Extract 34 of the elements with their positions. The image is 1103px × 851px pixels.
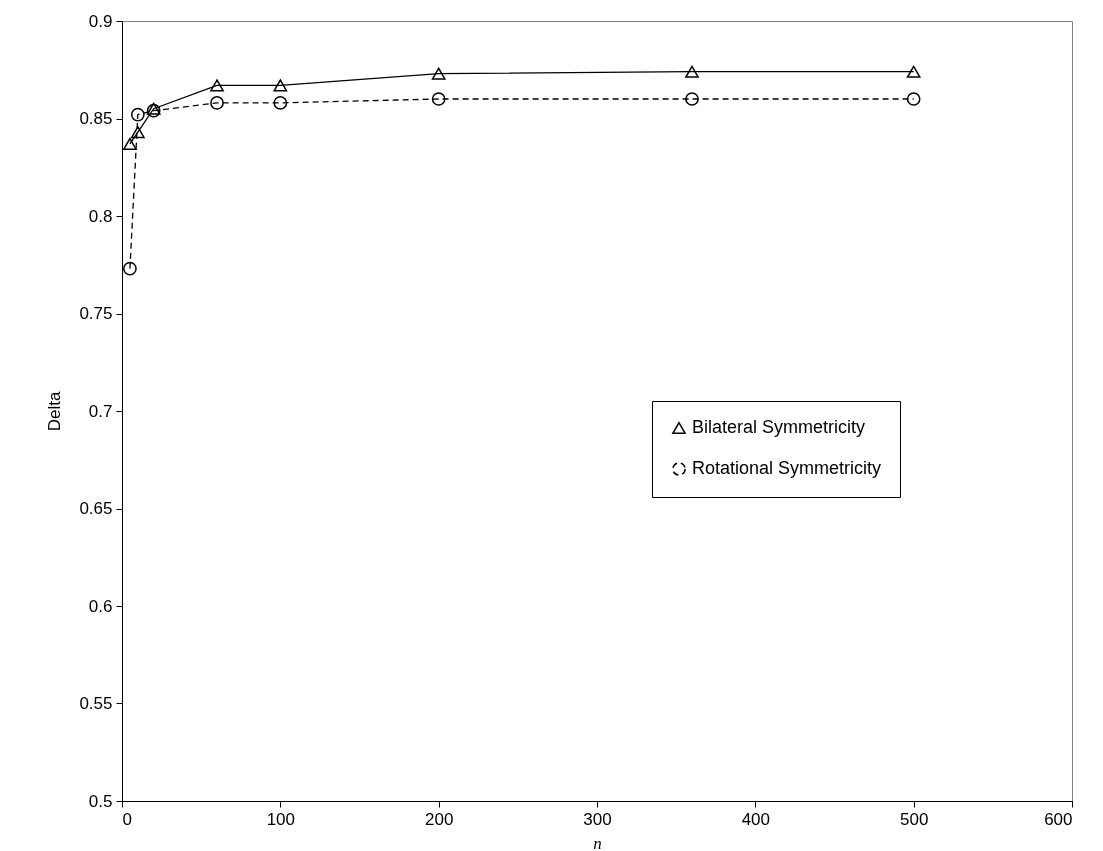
point	[130, 126, 145, 139]
x-axis-title: n	[593, 833, 602, 851]
y-tick-label: 0.85	[79, 109, 113, 128]
point	[210, 79, 224, 92]
point	[123, 261, 137, 276]
y-tick-label: 0.55	[79, 694, 113, 713]
y-tick-label: 0.75	[79, 304, 113, 323]
point	[273, 79, 288, 92]
y-tick-label: 0.8	[88, 206, 113, 226]
legend-label: Bilateral Symmetricity	[692, 417, 866, 437]
point	[685, 65, 699, 78]
y-tick-label: 0.7	[88, 401, 113, 421]
y-tick-label: 0.9	[88, 11, 113, 31]
point	[130, 107, 145, 122]
x-tick-label: 600	[1044, 809, 1073, 829]
x-tick-label: 400	[741, 809, 771, 829]
y-tick-label: 0.5	[88, 791, 113, 811]
y-tick-label: 0.65	[79, 499, 113, 518]
y-tick-label: 0.6	[88, 596, 113, 616]
point	[685, 92, 699, 106]
legend-label: Rotational Symmetricity	[692, 458, 882, 478]
point	[210, 96, 224, 110]
x-tick-label: 0	[122, 809, 132, 829]
point	[273, 96, 288, 110]
x-tick-label: 200	[424, 809, 454, 829]
x-tick-label: 300	[583, 809, 612, 829]
point	[906, 65, 921, 78]
x-tick-label: 500	[899, 809, 929, 829]
x-tick-label: 100	[266, 809, 296, 829]
point	[906, 92, 921, 106]
point	[431, 67, 446, 80]
y-axis-title: Delta	[45, 391, 65, 432]
point	[123, 137, 137, 150]
point	[431, 92, 446, 106]
